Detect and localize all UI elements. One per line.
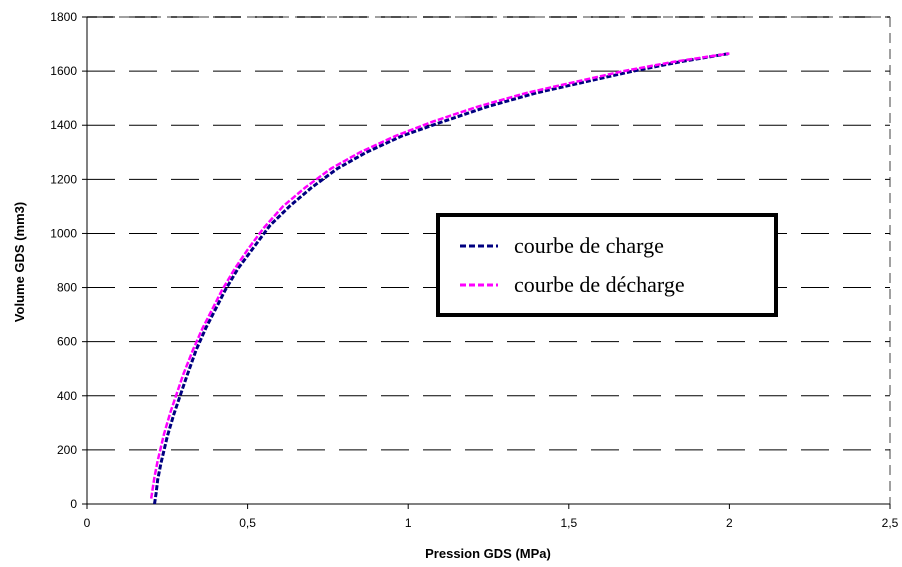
y-tick-label: 1000 — [50, 226, 77, 240]
legend-label-decharge: courbe de décharge — [514, 272, 685, 297]
y-tick-label: 1200 — [50, 172, 77, 186]
y-tick-label: 600 — [57, 335, 77, 349]
x-tick-label: 2,5 — [882, 516, 899, 530]
x-tick-labels: 0 0,5 1 1,5 2 2,5 — [84, 504, 899, 530]
x-tick-label: 2 — [726, 516, 733, 530]
y-tick-label: 400 — [57, 389, 77, 403]
y-tick-label: 1800 — [50, 10, 77, 24]
axes — [86, 17, 890, 505]
y-tick-labels: 0 200 400 600 800 1000 1200 1400 1600 1800 — [50, 10, 87, 511]
x-tick-label: 1,5 — [560, 516, 577, 530]
x-tick-label: 0 — [84, 516, 91, 530]
y-axis-title: Volume GDS (mm3) — [12, 202, 27, 322]
legend-box — [436, 213, 778, 317]
x-axis-title: Pression GDS (MPa) — [425, 546, 551, 561]
y-tick-label: 1600 — [50, 64, 77, 78]
y-tick-label: 800 — [57, 281, 77, 295]
y-tick-label: 0 — [70, 497, 77, 511]
x-tick-label: 1 — [405, 516, 412, 530]
y-tick-label: 1400 — [50, 118, 77, 132]
legend-label-charge: courbe de charge — [514, 233, 664, 258]
y-tick-label: 200 — [57, 443, 77, 457]
series-lines — [149, 52, 730, 505]
series-line-1 — [149, 52, 730, 499]
legend: courbe de charge courbe de décharge — [436, 213, 778, 317]
x-tick-label: 0,5 — [239, 516, 256, 530]
series-line-0 — [153, 52, 730, 505]
